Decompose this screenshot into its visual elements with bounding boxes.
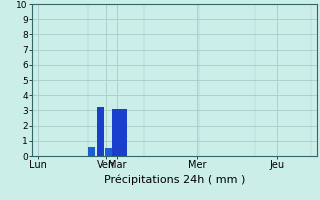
Bar xyxy=(120,109,127,156)
Bar xyxy=(97,107,104,156)
Bar xyxy=(88,147,95,156)
Bar xyxy=(105,148,112,156)
Bar xyxy=(112,109,120,156)
X-axis label: Précipitations 24h ( mm ): Précipitations 24h ( mm ) xyxy=(104,174,245,185)
